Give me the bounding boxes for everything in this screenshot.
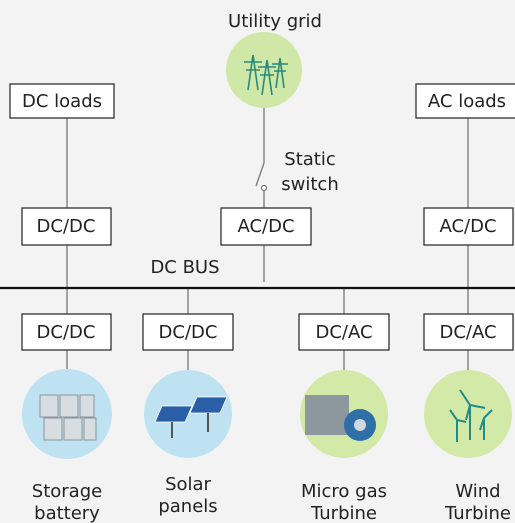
load-label: AC loads <box>428 91 506 112</box>
load-box <box>9 83 115 119</box>
converter-box <box>423 313 514 351</box>
converter-box <box>220 207 312 246</box>
load-box <box>415 83 515 119</box>
converter-label: DC/DC <box>37 216 96 237</box>
source-label: Wind <box>455 481 500 502</box>
converter-box <box>423 207 514 246</box>
switch-label: Static <box>284 149 335 170</box>
battery-icon <box>39 394 97 441</box>
grid-icon <box>244 54 288 96</box>
source-label: Turbine <box>444 503 511 523</box>
source-label: Micro gas <box>301 481 387 502</box>
source-label: panels <box>158 496 217 517</box>
converter-box <box>142 313 234 351</box>
wind-icon <box>449 389 493 442</box>
load-label: DC loads <box>22 91 102 112</box>
solar-icon <box>154 396 228 438</box>
switch-blade <box>255 162 265 187</box>
converter-box <box>21 313 112 351</box>
converter-label: DC/DC <box>37 322 96 343</box>
converter-box <box>21 207 112 246</box>
converter-label: DC/AC <box>315 322 372 343</box>
source-label: Turbine <box>310 503 377 523</box>
switch-label: switch <box>281 174 338 195</box>
converter-label: AC/DC <box>237 216 294 237</box>
converter-box <box>298 313 390 351</box>
source-label: battery <box>34 503 100 523</box>
source-label: Solar <box>165 474 211 495</box>
grid-label: Utility grid <box>228 11 322 32</box>
converter-label: AC/DC <box>439 216 496 237</box>
converter-label: DC/DC <box>159 322 218 343</box>
converter-label: DC/AC <box>439 322 496 343</box>
source-label: Storage <box>32 481 102 502</box>
switch-contact <box>261 185 267 191</box>
bus-label: DC BUS <box>150 257 219 278</box>
turbine-icon <box>305 395 376 441</box>
grid-icon-bg <box>226 32 302 108</box>
